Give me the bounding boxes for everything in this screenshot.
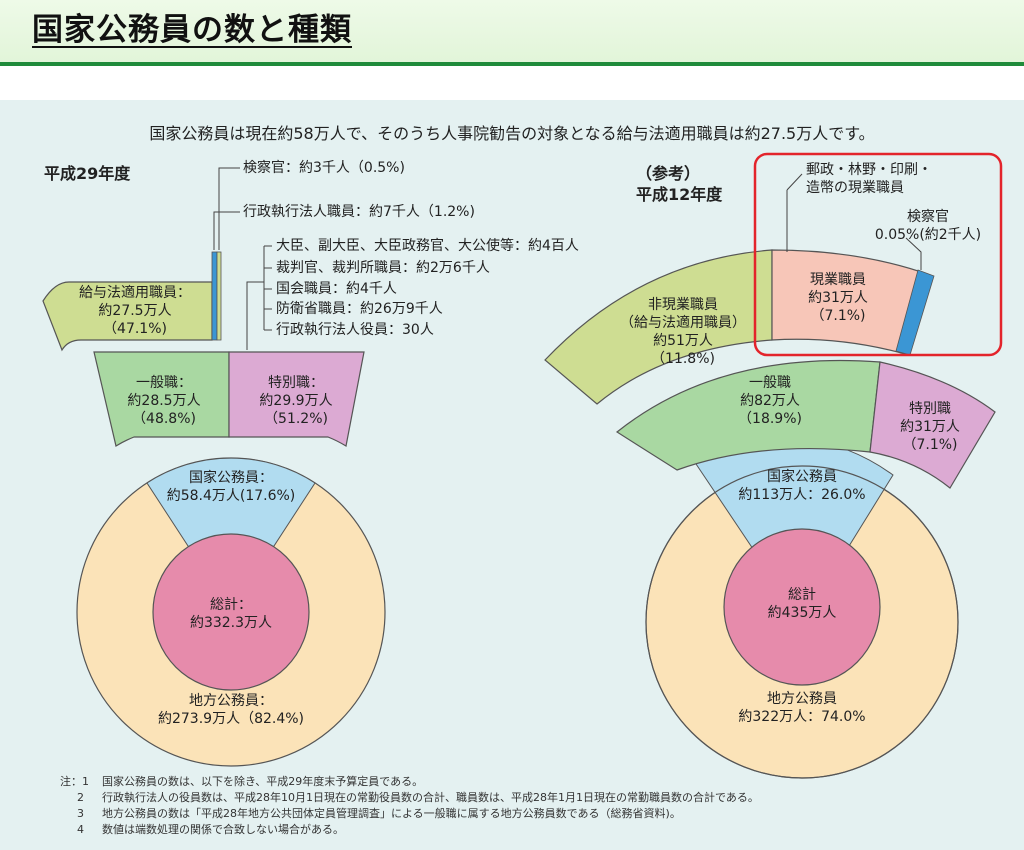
- left-national-label: 国家公務員： 約58.4万人(17.6%): [166, 470, 296, 504]
- page-title: 国家公務員の数と種類: [32, 12, 352, 48]
- header-rule: [0, 62, 1024, 66]
- footnotes: 注：1 国家公務員の数は、以下を除き、平成29年度末予算定員である。 2 行政執行法…: [60, 774, 759, 838]
- left-special-band: [228, 351, 365, 447]
- footnote-row: 3 地方公務員の数は「平成28年地方公共団体定員管理調査」による一般職に属する地方…: [77, 807, 681, 820]
- left-salary-label: 給与法適用職員： 約27.5万人 （47.1%): [79, 285, 191, 337]
- left-special-label: 特別職： 約29.9万人 （51.2%): [259, 375, 333, 427]
- left-special-list-item: 裁判官、裁判所職員：約2万6千人: [276, 260, 490, 276]
- footnote-row: 4 数値は端数処理の関係で合致しない場合がある。: [77, 823, 344, 836]
- right-prosecutor-label: 検察官 0.05%(約2千人): [874, 209, 982, 243]
- right-total-label: 総計 約435万人: [767, 587, 837, 621]
- right-total-circle: [723, 528, 881, 686]
- lead-text: 国家公務員は現在約58万人で、そのうち人事院勧告の対象となる給与法適用職員は約2…: [149, 124, 875, 143]
- left-admin-agency-label: 行政執行法人職員：約7千人（1.2%): [243, 204, 475, 220]
- left-total-circle: [152, 533, 310, 691]
- right-field-label: 現業職員 約31万人 （7.1%): [808, 272, 868, 324]
- right-postal-label: 郵政・林野・印刷・ 造幣の現業職員: [806, 162, 932, 196]
- left-year: 平成29年度: [44, 164, 131, 183]
- right-special-band: [869, 361, 996, 489]
- right-local-label: 地方公務員 約322万人：74.0%: [738, 691, 866, 725]
- left-special-list-item: 防衛省職員：約26万9千人: [276, 301, 443, 317]
- footnote-row: 注：1 国家公務員の数は、以下を除き、平成29年度末予算定員である。: [60, 775, 424, 788]
- left-general-label: 一般職： 約28.5万人 （48.8%): [127, 375, 201, 427]
- right-prosecutor-leader: [905, 237, 922, 270]
- footnote-row: 2 行政執行法人の役員数は、平成28年10月1日現在の常勤役員数の合計、職員数は、…: [77, 791, 759, 804]
- left-admin-agency-strip: [211, 251, 218, 341]
- left-local-label: 地方公務員： 約273.9万人（82.4%): [157, 693, 304, 727]
- right-special-label: 特別職 約31万人 （7.1%): [900, 401, 960, 453]
- left-special-leader: [246, 281, 264, 350]
- right-year: （参考） 平成12年度: [636, 164, 723, 204]
- highlight-box: [753, 152, 1003, 357]
- right-general-label: 一般職 約82万人 （18.9%): [738, 375, 802, 427]
- left-admin-leader: [213, 211, 240, 250]
- right-national-label: 国家公務員 約113万人：26.0%: [738, 469, 866, 503]
- left-prosecutor-leader: [218, 167, 240, 250]
- right-nonfield-label: 非現業職員 （給与法適用職員） 約51万人 （11.8%): [620, 297, 746, 367]
- left-special-list-item: 国会職員：約4千人: [276, 281, 397, 297]
- left-prosecutor-label: 検察官：約3千人（0.5%): [243, 160, 405, 176]
- left-special-list-item: 行政執行法人役員：30人: [276, 322, 434, 338]
- left-special-list-item: 大臣、副大臣、大臣政務官、大公使等：約4百人: [276, 238, 579, 254]
- left-total-label: 総計： 約332.3万人: [189, 597, 273, 631]
- left-prosecutor-strip: [216, 251, 222, 341]
- page-header: 国家公務員の数と種類: [0, 0, 1024, 62]
